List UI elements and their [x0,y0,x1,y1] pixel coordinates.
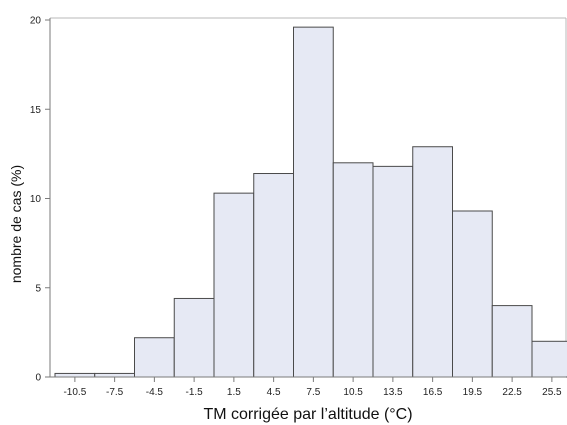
bar-1.5 [213,192,255,378]
y-tick-label: 10 [30,194,42,205]
plot-frame [50,17,567,377]
y-axis-title: nombre de cas (%) [8,165,24,283]
x-tick-label: 4.5 [267,387,281,398]
x-tick-label: 22.5 [502,387,522,398]
x-tick-label: 10.5 [343,387,363,398]
y-tick-label: 0 [35,373,41,384]
y-tick-label: 20 [30,16,42,27]
bar-16.5 [412,146,453,378]
x-tick-label: 19.5 [463,387,483,398]
y-ticks: 0 5 10 15 20 [30,16,50,384]
x-axis-title: TM corrigée par l’altitude (°C) [203,406,412,423]
x-tick-label: 7.5 [306,387,320,398]
y-tick-label: 5 [35,283,41,294]
bar-10.5 [332,162,374,378]
axes [49,18,566,378]
x-tick-label: 1.5 [227,387,241,398]
bars [54,26,567,378]
x-tick-label: -7.5 [106,387,124,398]
x-tick-label: 25.5 [542,387,562,398]
bar-4.5 [253,173,294,378]
x-tick-label: -1.5 [186,387,204,398]
bar--7.5 [94,372,135,378]
bar-13.5 [372,165,414,378]
x-tick-label: -4.5 [146,387,164,398]
bar-7.5 [293,26,334,378]
x-ticks: -10.5 -7.5 -4.5 -1.5 1.5 4.5 7.5 10.5 13.5 16.5 19… [63,377,562,398]
bar--1.5 [173,297,215,378]
bar--10.5 [54,372,96,378]
y-tick-label: 15 [30,105,42,116]
bar-19.5 [452,210,493,378]
bar-22.5 [491,305,533,378]
bar--4.5 [134,337,175,378]
x-tick-label: 16.5 [423,387,443,398]
x-tick-label: -10.5 [63,387,86,398]
x-tick-label: 13.5 [383,387,403,398]
bar-25.5 [531,340,567,378]
